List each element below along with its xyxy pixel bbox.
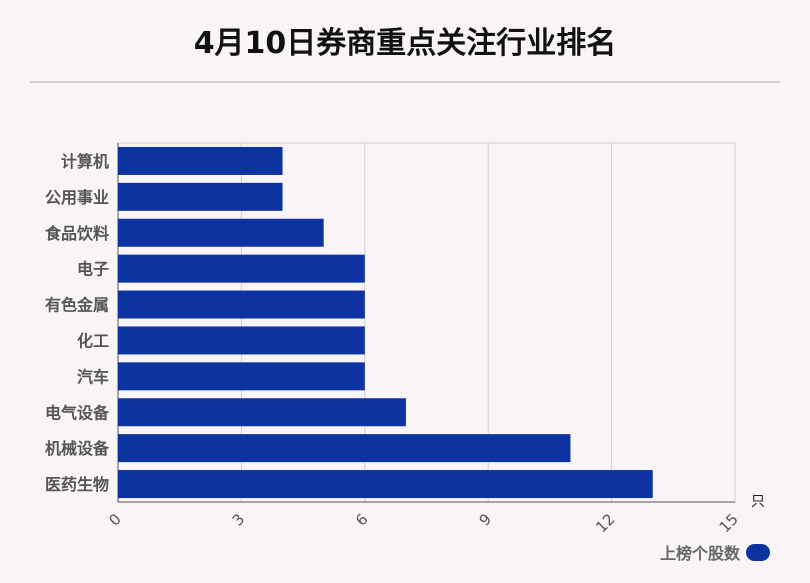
unit-label: 只 bbox=[751, 494, 765, 510]
x-tick-label: 3 bbox=[229, 510, 248, 529]
category-label: 计算机 bbox=[61, 152, 109, 171]
category-label: 化工 bbox=[77, 331, 109, 350]
category-label: 电子 bbox=[77, 260, 109, 279]
bar[interactable] bbox=[118, 290, 365, 319]
chart-title: 4月10日券商重点关注行业排名 bbox=[193, 26, 617, 61]
x-tick-label: 0 bbox=[105, 510, 124, 529]
category-label: 机械设备 bbox=[45, 439, 110, 458]
category-label: 电气设备 bbox=[45, 403, 110, 422]
x-tick-label: 12 bbox=[592, 510, 618, 536]
legend-label: 上榜个股数 bbox=[659, 544, 740, 563]
bar[interactable] bbox=[118, 254, 365, 283]
category-label: 食品饮料 bbox=[44, 224, 109, 243]
bar[interactable] bbox=[118, 218, 324, 247]
x-tick-label: 15 bbox=[716, 510, 742, 536]
bar[interactable] bbox=[118, 362, 365, 391]
bar[interactable] bbox=[118, 470, 653, 499]
category-label: 公用事业 bbox=[45, 188, 109, 207]
bar[interactable] bbox=[118, 398, 406, 427]
legend-swatch[interactable] bbox=[746, 543, 770, 561]
bar[interactable] bbox=[118, 146, 283, 175]
title-divider bbox=[30, 81, 780, 83]
category-label: 医药生物 bbox=[45, 475, 109, 494]
x-tick-label: 6 bbox=[352, 510, 371, 529]
bar[interactable] bbox=[118, 434, 571, 463]
category-label: 汽车 bbox=[77, 367, 109, 386]
bar[interactable] bbox=[118, 326, 365, 355]
legend: 上榜个股数 bbox=[660, 540, 770, 564]
x-tick-label: 9 bbox=[476, 510, 495, 529]
category-label: 有色金属 bbox=[45, 296, 109, 315]
bar[interactable] bbox=[118, 182, 283, 211]
